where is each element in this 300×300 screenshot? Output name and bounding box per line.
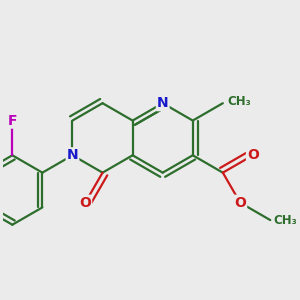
Text: CH₃: CH₃ <box>227 95 251 108</box>
Text: O: O <box>79 196 91 210</box>
Text: O: O <box>234 196 246 210</box>
Text: N: N <box>157 96 169 110</box>
Text: F: F <box>8 114 17 128</box>
Text: O: O <box>247 148 259 162</box>
Text: CH₃: CH₃ <box>273 214 297 226</box>
Text: N: N <box>67 148 78 162</box>
